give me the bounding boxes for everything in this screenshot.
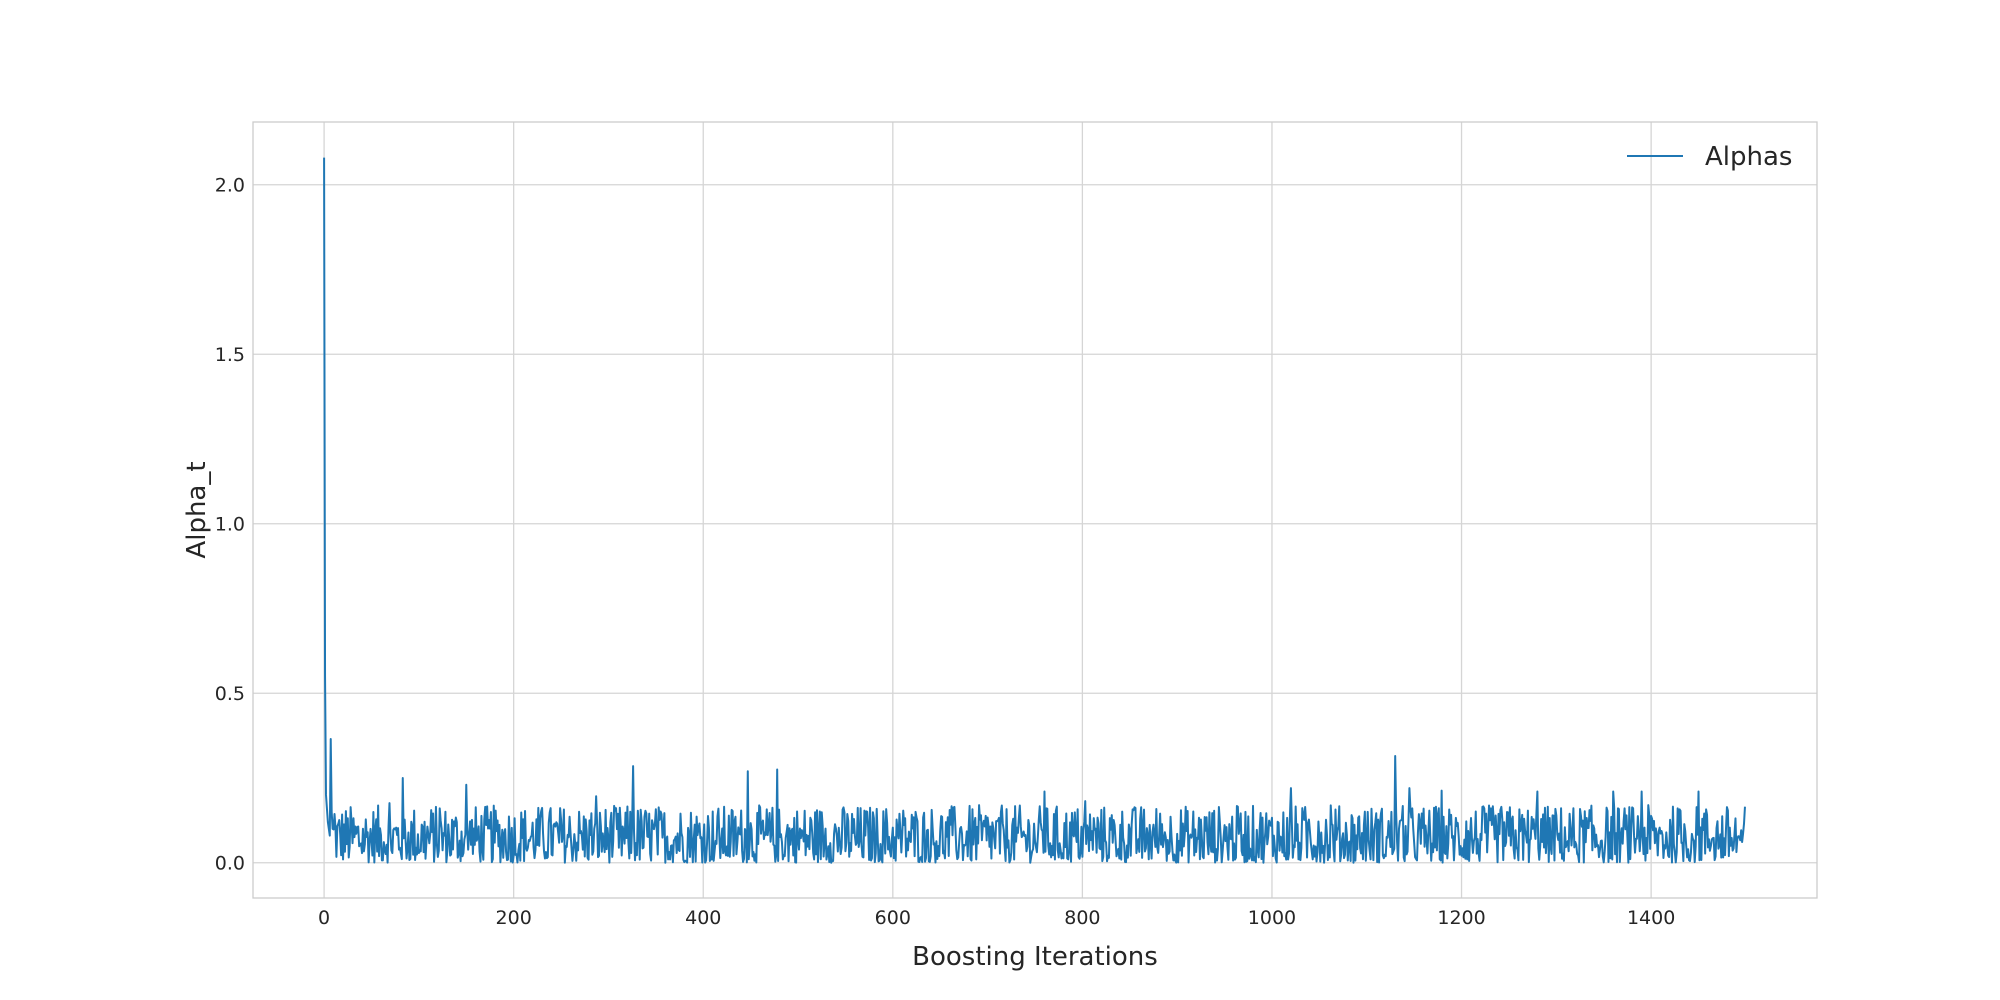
y-tick-labels: 0.0 0.5 1.0 1.5 2.0 bbox=[215, 175, 245, 875]
y-tick-label: 0.5 bbox=[215, 683, 245, 705]
x-tick-label: 1200 bbox=[1437, 907, 1485, 929]
y-tick-label: 1.0 bbox=[215, 514, 245, 536]
legend-label-alphas: Alphas bbox=[1705, 142, 1792, 172]
x-tick-label: 1400 bbox=[1627, 907, 1675, 929]
legend: Alphas bbox=[1627, 142, 1792, 172]
y-tick-label: 2.0 bbox=[215, 175, 245, 197]
y-axis-label: Alpha_t bbox=[182, 461, 212, 558]
x-tick-label: 400 bbox=[685, 907, 721, 929]
plot-frame bbox=[252, 121, 1818, 899]
y-tick-label: 1.5 bbox=[215, 344, 245, 366]
x-tick-label: 200 bbox=[496, 907, 532, 929]
series-line-alphas bbox=[323, 157, 1746, 864]
grid-lines bbox=[253, 122, 1817, 898]
x-tick-label: 800 bbox=[1064, 907, 1100, 929]
x-tick-label: 0 bbox=[318, 907, 330, 929]
x-tick-label: 1000 bbox=[1248, 907, 1296, 929]
x-axis-label: Boosting Iterations bbox=[912, 942, 1158, 972]
x-tick-label: 600 bbox=[875, 907, 911, 929]
x-tick-labels: 0 200 400 600 800 1000 1200 1400 bbox=[318, 907, 1675, 929]
series-layer bbox=[323, 157, 1746, 864]
y-tick-label: 0.0 bbox=[215, 853, 245, 875]
